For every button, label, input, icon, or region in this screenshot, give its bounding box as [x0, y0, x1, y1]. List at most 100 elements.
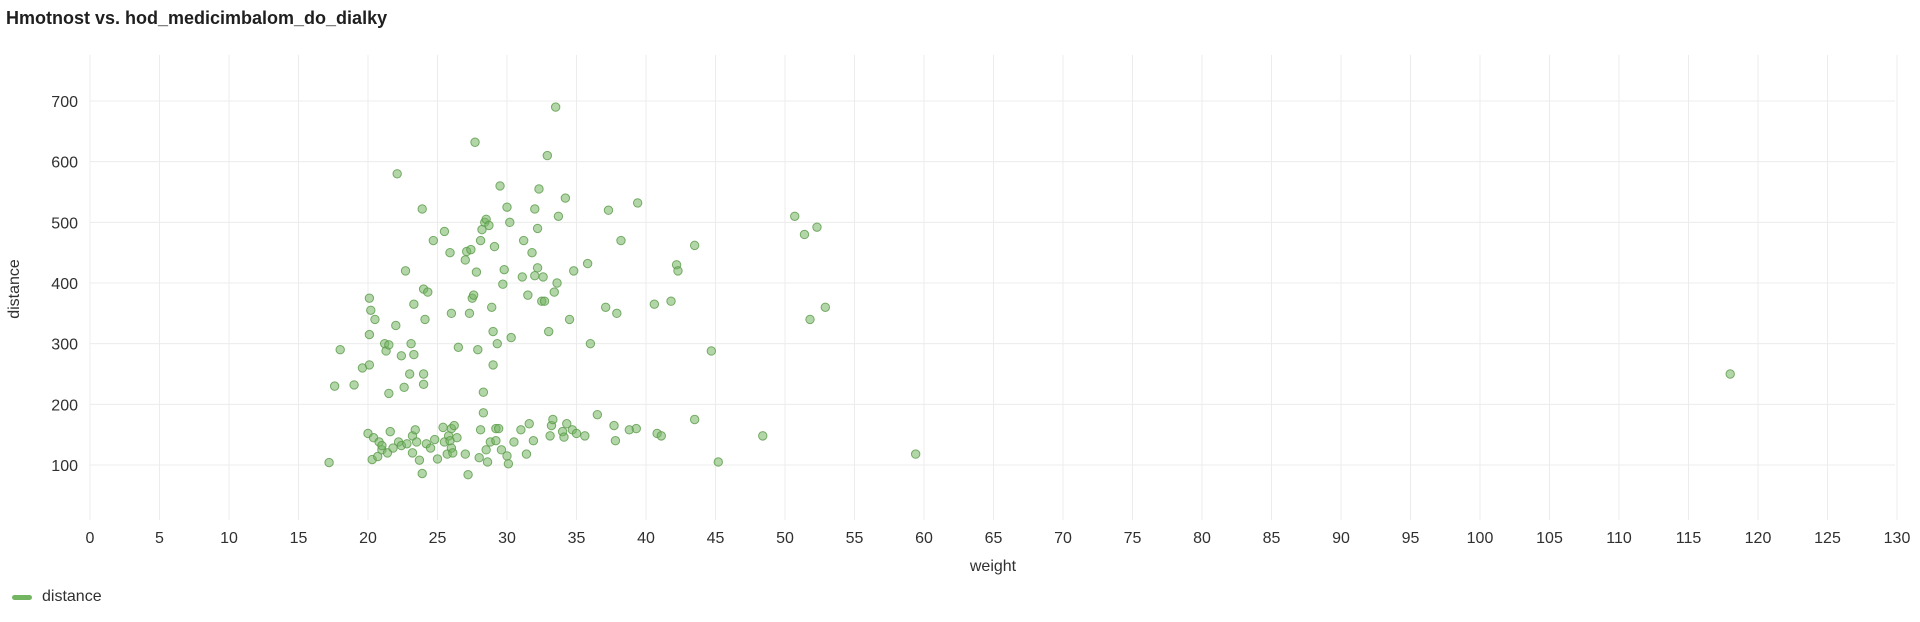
- data-point[interactable]: [689, 414, 700, 425]
- data-point[interactable]: [468, 290, 479, 300]
- data-point[interactable]: [364, 329, 375, 340]
- data-point[interactable]: [418, 369, 429, 379]
- data-point[interactable]: [396, 351, 407, 361]
- data-point[interactable]: [446, 308, 457, 319]
- data-point[interactable]: [562, 419, 572, 429]
- data-point[interactable]: [503, 459, 514, 469]
- data-point[interactable]: [582, 258, 593, 269]
- data-point[interactable]: [414, 455, 425, 465]
- data-point[interactable]: [432, 454, 443, 464]
- data-point[interactable]: [523, 290, 533, 300]
- data-point[interactable]: [528, 436, 539, 446]
- data-point[interactable]: [481, 445, 491, 455]
- data-point[interactable]: [649, 299, 660, 309]
- data-point[interactable]: [482, 457, 493, 467]
- data-point[interactable]: [460, 449, 470, 459]
- data-point[interactable]: [502, 451, 512, 461]
- data-point[interactable]: [505, 217, 515, 228]
- data-point[interactable]: [425, 443, 436, 453]
- data-point[interactable]: [475, 425, 486, 435]
- data-point[interactable]: [349, 380, 359, 390]
- data-point[interactable]: [399, 382, 409, 393]
- data-point[interactable]: [417, 468, 427, 479]
- data-point[interactable]: [518, 235, 529, 246]
- data-point[interactable]: [364, 293, 375, 303]
- data-point[interactable]: [656, 431, 666, 441]
- data-point[interactable]: [666, 296, 676, 306]
- data-point[interactable]: [592, 409, 603, 420]
- data-point[interactable]: [758, 431, 768, 441]
- data-point[interactable]: [438, 422, 448, 433]
- data-point[interactable]: [585, 338, 596, 349]
- data-point[interactable]: [409, 349, 419, 360]
- data-point[interactable]: [534, 184, 544, 194]
- data-point[interactable]: [517, 272, 527, 282]
- data-point[interactable]: [406, 338, 416, 349]
- data-point[interactable]: [417, 204, 427, 214]
- data-point[interactable]: [448, 448, 458, 458]
- data-point[interactable]: [487, 302, 497, 312]
- data-point[interactable]: [521, 449, 532, 459]
- data-point[interactable]: [384, 340, 394, 350]
- legend[interactable]: distance: [12, 588, 102, 606]
- data-point[interactable]: [484, 220, 494, 231]
- data-point[interactable]: [495, 181, 505, 191]
- data-point[interactable]: [478, 387, 489, 397]
- data-point[interactable]: [530, 204, 540, 214]
- data-point[interactable]: [673, 266, 683, 276]
- data-point[interactable]: [475, 235, 486, 246]
- data-point[interactable]: [542, 150, 553, 161]
- data-point[interactable]: [411, 437, 422, 447]
- data-point[interactable]: [430, 434, 440, 445]
- data-point[interactable]: [552, 278, 562, 288]
- data-point[interactable]: [464, 308, 475, 319]
- data-point[interactable]: [790, 211, 800, 221]
- data-point[interactable]: [689, 240, 700, 251]
- data-point[interactable]: [392, 169, 402, 179]
- data-point[interactable]: [1725, 369, 1735, 379]
- data-point[interactable]: [473, 345, 483, 355]
- data-point[interactable]: [364, 360, 375, 370]
- data-point[interactable]: [409, 299, 419, 309]
- data-point[interactable]: [428, 235, 439, 246]
- data-point[interactable]: [539, 296, 550, 306]
- data-point[interactable]: [609, 420, 619, 431]
- data-point[interactable]: [498, 279, 508, 289]
- data-point[interactable]: [532, 263, 543, 273]
- data-point[interactable]: [445, 247, 455, 258]
- data-point[interactable]: [550, 102, 561, 112]
- data-point[interactable]: [391, 320, 401, 331]
- data-point[interactable]: [560, 193, 571, 203]
- data-point[interactable]: [488, 360, 498, 370]
- data-point[interactable]: [439, 226, 450, 237]
- data-point[interactable]: [449, 420, 459, 431]
- data-point[interactable]: [631, 423, 641, 434]
- data-point[interactable]: [553, 211, 564, 221]
- data-point[interactable]: [418, 379, 429, 390]
- data-point[interactable]: [474, 453, 484, 463]
- data-point[interactable]: [713, 457, 723, 467]
- data-point[interactable]: [820, 302, 831, 312]
- data-point[interactable]: [502, 202, 512, 212]
- data-point[interactable]: [470, 137, 480, 147]
- data-point[interactable]: [489, 241, 500, 252]
- data-point[interactable]: [799, 229, 810, 240]
- data-point[interactable]: [805, 314, 815, 325]
- data-point[interactable]: [491, 436, 501, 446]
- data-point[interactable]: [420, 314, 430, 325]
- data-point[interactable]: [466, 244, 476, 255]
- data-point[interactable]: [706, 346, 717, 356]
- data-point[interactable]: [492, 338, 502, 349]
- data-point[interactable]: [527, 247, 537, 258]
- data-point[interactable]: [373, 451, 383, 462]
- data-point[interactable]: [548, 414, 558, 425]
- data-point[interactable]: [524, 419, 534, 429]
- data-point[interactable]: [496, 445, 507, 455]
- data-point[interactable]: [499, 264, 509, 275]
- data-point[interactable]: [509, 437, 519, 447]
- data-point[interactable]: [385, 426, 395, 437]
- data-point[interactable]: [910, 449, 921, 459]
- data-point[interactable]: [545, 431, 555, 441]
- data-point[interactable]: [423, 287, 433, 297]
- data-point[interactable]: [407, 448, 418, 458]
